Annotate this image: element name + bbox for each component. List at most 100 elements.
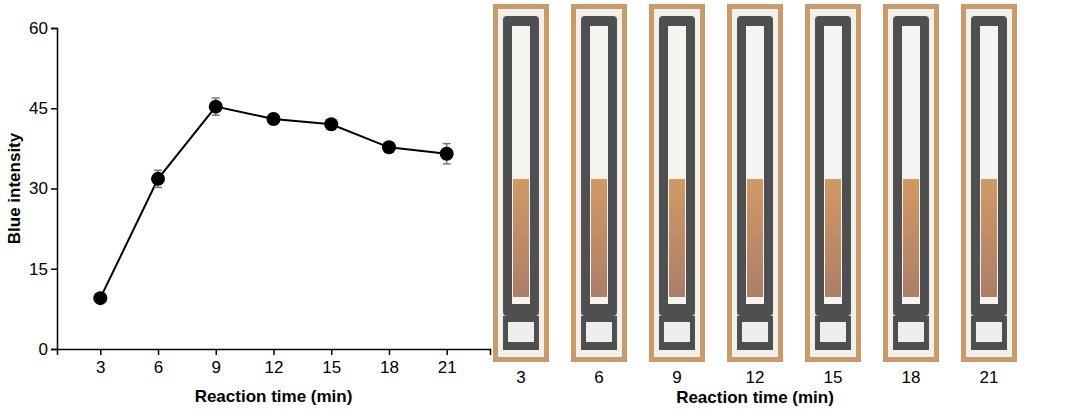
strip-label: 6 xyxy=(594,368,603,387)
strip-paper xyxy=(810,9,856,357)
channel xyxy=(980,26,998,304)
test-strip xyxy=(493,4,549,362)
sample-pad xyxy=(976,322,1002,342)
data-point xyxy=(151,172,165,186)
pad-frame xyxy=(659,316,695,350)
channel xyxy=(590,26,608,304)
x-tick: 18 xyxy=(380,349,399,377)
pad-frame xyxy=(503,316,539,350)
data-point xyxy=(267,112,281,126)
x-tick-label: 12 xyxy=(265,358,284,377)
x-tick-mark xyxy=(273,349,275,355)
wax-barrier xyxy=(893,16,929,316)
y-tick: 60 xyxy=(29,19,57,38)
x-tick-mark xyxy=(158,349,160,355)
channel xyxy=(512,26,530,304)
x-tick: 6 xyxy=(154,349,163,377)
data-point xyxy=(209,100,223,114)
pad-frame xyxy=(815,316,851,350)
x-tick: 9 xyxy=(212,349,221,377)
sample-pad xyxy=(508,322,534,342)
strip-board xyxy=(649,4,705,362)
y-tick-label: 45 xyxy=(29,99,48,118)
channel xyxy=(746,26,764,304)
x-axis-line xyxy=(58,350,491,356)
strip-paper xyxy=(498,9,544,357)
strip-board xyxy=(961,4,1017,362)
y-tick: 15 xyxy=(29,260,57,279)
x-tick-label: 21 xyxy=(438,358,457,377)
x-tick-mark xyxy=(331,349,333,355)
stained-zone xyxy=(747,179,763,297)
pad-frame xyxy=(893,316,929,350)
y-tick-label: 30 xyxy=(29,179,48,198)
test-strip xyxy=(571,4,627,362)
strip-paper xyxy=(576,9,622,357)
error-cap xyxy=(212,114,220,116)
strip-board xyxy=(493,4,549,362)
error-cap xyxy=(212,97,220,99)
x-tick-label: 18 xyxy=(380,358,399,377)
strip-label: 18 xyxy=(902,368,921,387)
data-point xyxy=(324,117,338,131)
channel xyxy=(902,26,920,304)
wax-barrier xyxy=(581,16,617,316)
y-tick-mark xyxy=(51,108,57,110)
channel xyxy=(668,26,686,304)
strip-label: 21 xyxy=(980,368,999,387)
stained-zone xyxy=(513,179,529,297)
strip-label: 15 xyxy=(824,368,843,387)
y-tick-label: 60 xyxy=(29,19,48,38)
y-axis-line xyxy=(51,29,58,350)
strip-paper xyxy=(654,9,700,357)
sample-pad xyxy=(586,322,612,342)
wax-barrier xyxy=(737,16,773,316)
x-tick-mark xyxy=(100,349,102,355)
data-line xyxy=(100,107,446,299)
y-tick-mark xyxy=(51,28,57,30)
error-cap xyxy=(443,143,451,145)
y-tick: 45 xyxy=(29,99,57,118)
test-strip xyxy=(883,4,939,362)
y-tick-mark xyxy=(51,349,57,351)
data-point xyxy=(440,147,454,161)
wax-barrier xyxy=(503,16,539,316)
figure: 01530456036912151821Reaction time (min)B… xyxy=(0,0,1065,410)
sample-pad xyxy=(664,322,690,342)
strip-board xyxy=(571,4,627,362)
stained-zone xyxy=(825,179,841,297)
pad-frame xyxy=(581,316,617,350)
wax-barrier xyxy=(815,16,851,316)
pad-frame xyxy=(737,316,773,350)
strip-board xyxy=(883,4,939,362)
strip-board xyxy=(805,4,861,362)
data-point xyxy=(382,140,396,154)
strip-paper xyxy=(732,9,778,357)
y-axis-title: Blue intensity xyxy=(5,132,24,244)
x-tick-label: 15 xyxy=(322,358,341,377)
sample-pad xyxy=(820,322,846,342)
test-strip xyxy=(805,4,861,362)
x-tick-label: 3 xyxy=(96,358,105,377)
x-axis: 3 6 9 12 15 18 21 xyxy=(58,349,491,377)
x-tick-mark xyxy=(446,349,448,355)
sample-pad xyxy=(742,322,768,342)
channel xyxy=(824,26,842,304)
test-strip xyxy=(649,4,705,362)
error-cap xyxy=(154,187,162,189)
strip-paper xyxy=(888,9,934,357)
y-tick-mark xyxy=(51,188,57,190)
error-cap xyxy=(154,170,162,172)
y-axis: 015304560 xyxy=(29,19,57,359)
pad-frame xyxy=(971,316,1007,350)
x-tick-label: 9 xyxy=(212,358,221,377)
x-tick: 3 xyxy=(96,349,105,377)
y-tick: 30 xyxy=(29,179,57,198)
strip-paper xyxy=(966,9,1012,357)
x-tick-mark xyxy=(389,349,391,355)
stained-zone xyxy=(981,179,997,297)
x-tick: 15 xyxy=(322,349,341,377)
test-strip xyxy=(727,4,783,362)
sample-pad xyxy=(898,322,924,342)
plot-marks xyxy=(93,98,453,305)
